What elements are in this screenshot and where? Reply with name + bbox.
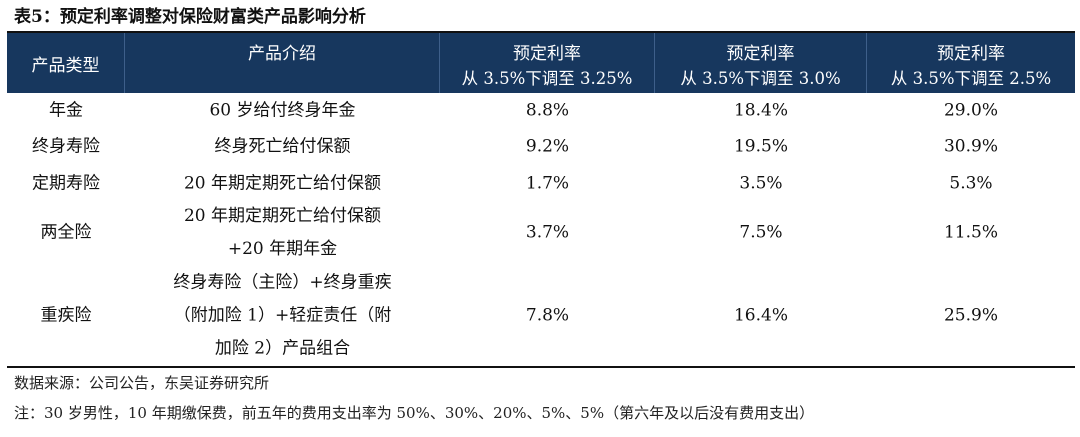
header-scenario-1: 预定利率从 3.5%下调至 3.25% [440,33,655,93]
source-note: 数据来源：公司公告，东吴证券研究所 [14,374,270,392]
row-intro: 终身死亡给付保额 [125,131,440,164]
row-value: 29.0% [943,100,998,121]
header-type-label: 产品类型 [31,56,100,76]
table-title: 表5：预定利率调整对保险财富类产品影响分析 [14,7,366,27]
header-rate-label: 预定利率 [937,44,1005,64]
header-intro-label: 产品介绍 [248,44,316,64]
row-intro: 20 年期定期死亡给付保额 +20 年期年金 [125,200,440,266]
header-scenario-2: 预定利率从 3.5%下调至 3.0% [655,33,867,93]
row-value: 9.2% [525,136,570,157]
table-header: 产品类型 产品介绍 预定利率从 3.5%下调至 3.25% 预定利率从 3.5%… [7,33,1075,93]
row-value: 30.9% [943,136,998,157]
header-intro: 产品介绍 [125,33,440,93]
row-value: 11.5% [943,222,998,243]
header-rate-label: 预定利率 [726,44,795,64]
header-scenario-3: 预定利率从 3.5%下调至 2.5% [867,33,1075,93]
row-value: 1.7% [525,173,570,194]
intro-line: 终身死亡给付保额 [214,136,351,157]
row-type: 定期寿险 [32,173,100,194]
row-type: 年金 [49,100,83,121]
row-value: 5.3% [949,173,993,194]
row-value: 19.5% [733,136,788,157]
intro-line: 60 岁给付终身年金 [209,100,356,121]
row-intro: 60 岁给付终身年金 [125,95,440,128]
intro-line: （附加险 1）+轻症责任（附 [173,305,392,326]
header-scenario-label: 从 3.5%下调至 3.0% [680,69,841,88]
row-value: 7.5% [739,222,783,243]
row-value: 8.8% [525,100,570,121]
row-value: 18.4% [733,100,788,121]
intro-line: 加险 2）产品组合 [214,338,351,359]
row-type: 重疾险 [40,305,92,326]
row-value: 3.7% [525,222,570,243]
row-intro: 终身寿险（主险）+终身重疾 （附加险 1）+轻症责任（附 加险 2）产品组合 [125,267,440,366]
table-body: 年金 60 岁给付终身年金 8.8% 18.4% 29.0% 终身寿险 终身死亡给付保额 9.… [7,93,1075,366]
row-type: 两全险 [40,222,92,243]
header-rate-label: 预定利率 [513,44,581,64]
intro-line: 20 年期定期死亡给付保额 [183,173,382,194]
intro-line: 20 年期定期死亡给付保额 [183,206,382,226]
row-type: 终身寿险 [32,136,100,157]
row-intro: 20 年期定期死亡给付保额 [125,168,440,201]
row-value: 3.5% [739,173,783,194]
header-scenario-label: 从 3.5%下调至 3.25% [461,69,633,88]
intro-line: +20 年期年金 [227,239,338,259]
row-value: 7.8% [525,305,570,326]
intro-line: 终身寿险（主险）+终身重疾 [173,272,392,293]
data-table: 产品类型 产品介绍 预定利率从 3.5%下调至 3.25% 预定利率从 3.5%… [7,31,1075,368]
footnote: 注：30 岁男性，10 年期缴保费，前五年的费用支出率为 50%、30%、20%… [14,404,815,422]
header-scenario-label: 从 3.5%下调至 2.5% [890,69,1052,88]
row-value: 16.4% [733,305,788,326]
header-type: 产品类型 [7,33,125,93]
row-value: 25.9% [943,305,998,326]
